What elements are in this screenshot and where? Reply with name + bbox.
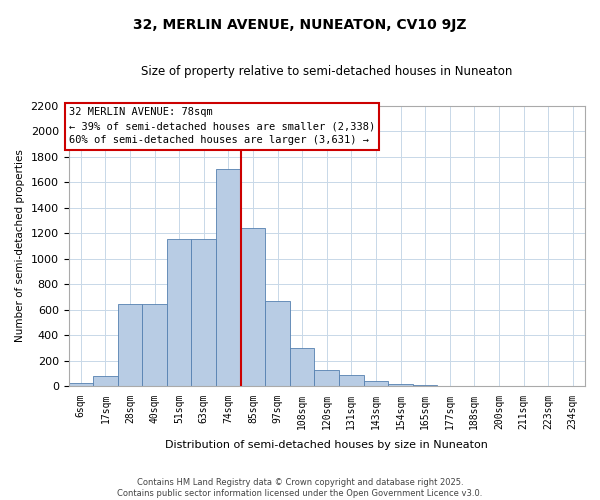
Bar (290, 348, 314, 386)
Bar (93, 376, 118, 386)
Text: Contains HM Land Registry data © Crown copyright and database right 2025.
Contai: Contains HM Land Registry data © Crown c… (118, 478, 482, 498)
Text: 32, MERLIN AVENUE, NUNEATON, CV10 9JZ: 32, MERLIN AVENUE, NUNEATON, CV10 9JZ (133, 18, 467, 32)
Bar (314, 370, 339, 386)
Y-axis label: Number of semi-detached properties: Number of semi-detached properties (15, 150, 25, 342)
Title: Size of property relative to semi-detached houses in Nuneaton: Size of property relative to semi-detach… (141, 65, 512, 78)
Bar (265, 300, 290, 386)
Bar (364, 381, 388, 386)
Text: 32 MERLIN AVENUE: 78sqm
← 39% of semi-detached houses are smaller (2,338)
60% of: 32 MERLIN AVENUE: 78sqm ← 39% of semi-de… (69, 108, 375, 146)
Bar (167, 240, 191, 386)
Bar (241, 228, 265, 386)
Bar (339, 374, 364, 386)
Bar (142, 304, 167, 386)
Bar (216, 170, 241, 386)
X-axis label: Distribution of semi-detached houses by size in Nuneaton: Distribution of semi-detached houses by … (166, 440, 488, 450)
Bar (118, 304, 142, 386)
Bar (191, 240, 216, 386)
Bar (68, 384, 93, 386)
Bar (388, 384, 413, 386)
